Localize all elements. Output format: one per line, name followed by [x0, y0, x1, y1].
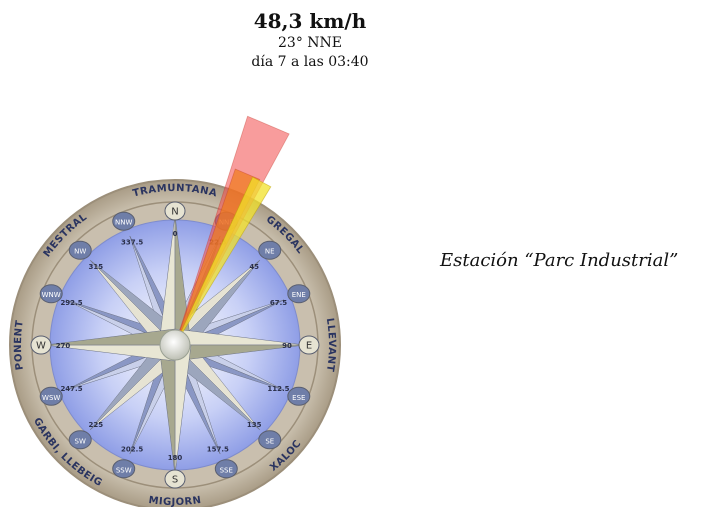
degree-label: 45 [249, 263, 259, 271]
degree-label: 225 [88, 421, 103, 429]
badge-se: SE [258, 430, 282, 450]
badge-sw: SW [68, 430, 92, 450]
degree-label: 135 [247, 421, 262, 429]
degree-label: 0 [173, 230, 178, 238]
badge-nw: NW [68, 240, 92, 260]
point-badges: NNNENEENEEESESESSESSSWSWWSWWWNWNWNNW [30, 201, 320, 489]
badge-ne: NE [258, 240, 282, 260]
degree-label: 202.5 [121, 445, 143, 453]
wind-direction: 23° NNE [278, 35, 342, 51]
degree-label: 270 [56, 342, 71, 350]
region-label: LLEVANT [324, 317, 337, 372]
badge-label: WSW [42, 394, 60, 402]
badge-s: S [164, 469, 186, 489]
region-label: PONENT [13, 319, 26, 370]
badge-label: ENE [292, 291, 306, 299]
badge-w: W [30, 335, 52, 355]
badge-label: SSW [116, 466, 132, 474]
badge-label: NNW [115, 219, 132, 227]
badge-e: E [298, 335, 320, 355]
badge-label: NE [265, 248, 275, 256]
badge-n: N [164, 201, 186, 221]
degree-label: 315 [88, 263, 103, 271]
region-label: TRAMUNTANA [132, 183, 219, 200]
badge-sse: SSE [214, 459, 238, 479]
wind-timestamp: día 7 a las 03:40 [251, 54, 369, 70]
wind-sector-gust [174, 176, 272, 346]
degree-label: 67.5 [270, 299, 287, 307]
wind-sectors [174, 115, 290, 346]
region-label: MIGJORN [148, 495, 202, 507]
degree-label: 247.5 [60, 385, 82, 393]
badge-label: SW [75, 437, 86, 445]
compass-hub [159, 329, 191, 361]
degree-label: 292.5 [60, 299, 82, 307]
badge-label: WNW [42, 291, 61, 299]
badge-label: E [306, 341, 312, 352]
degree-label: 90 [282, 342, 292, 350]
degree-labels: 022.54567.590112.5135157.5180202.5225247… [56, 230, 292, 462]
station-name: Estación “Parc Industrial” [440, 250, 679, 271]
wind-speed: 48,3 km/h [253, 9, 367, 33]
degree-label: 157.5 [207, 445, 229, 453]
degree-label: 337.5 [121, 239, 143, 247]
badge-label: ESE [292, 394, 305, 402]
badge-ssw: SSW [112, 459, 136, 479]
degree-label: 112.5 [267, 385, 289, 393]
badge-wnw: WNW [39, 284, 63, 304]
badge-ene: ENE [287, 284, 311, 304]
badge-label: SE [265, 437, 274, 445]
badge-label: S [172, 475, 178, 486]
badge-label: SSE [220, 466, 233, 474]
badge-wsw: WSW [39, 386, 63, 406]
badge-label: W [36, 341, 46, 352]
wind-readout: 48,3 km/h 23° NNE día 7 a las 03:40 [180, 8, 440, 72]
degree-label: 180 [168, 454, 183, 462]
badge-label: N [171, 207, 178, 218]
badge-nnw: NNW [112, 211, 136, 231]
badge-ese: ESE [287, 386, 311, 406]
badge-label: NW [74, 248, 86, 256]
